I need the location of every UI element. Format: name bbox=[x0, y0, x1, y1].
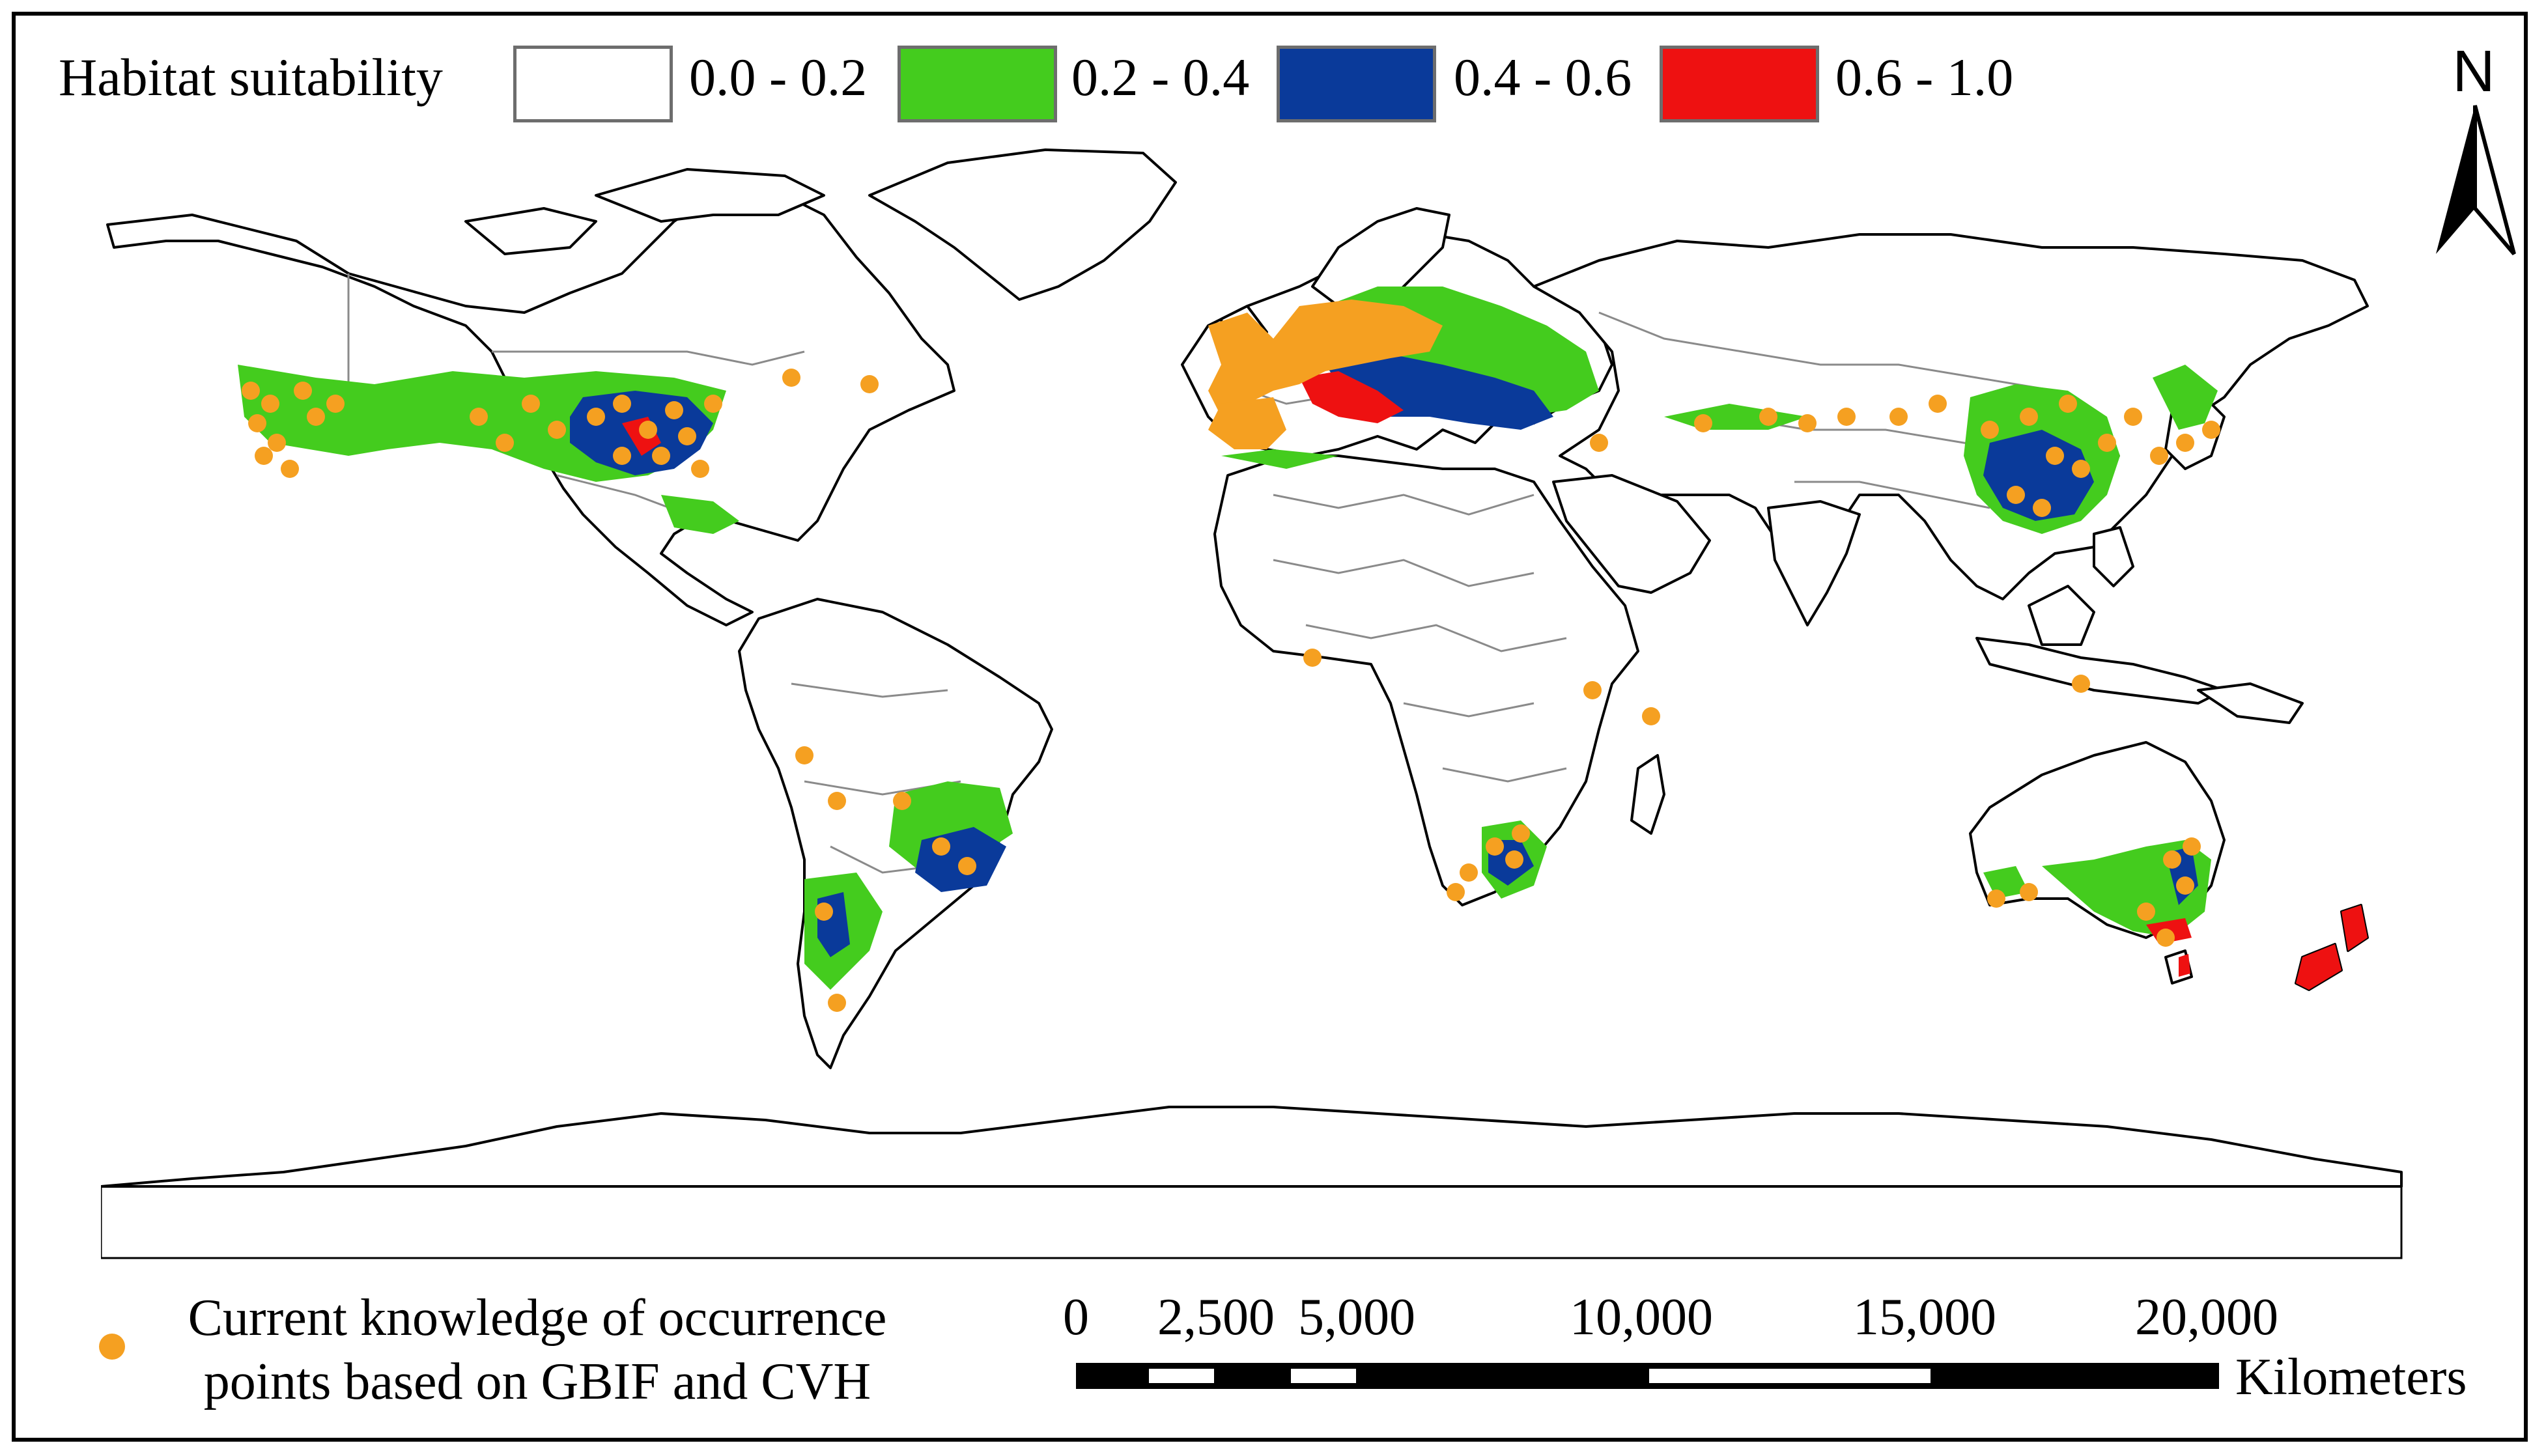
legend-label-class-1: 0.0 - 0.2 bbox=[689, 48, 868, 107]
arabia-landmass bbox=[1552, 474, 1711, 594]
legend-label-class-4: 0.6 - 1.0 bbox=[1835, 48, 2014, 107]
scale-tick-5000: 5,000 bbox=[1298, 1289, 1415, 1346]
indonesia-islands bbox=[1975, 637, 2226, 705]
india-landmass bbox=[1767, 500, 1861, 626]
scale-tick-2500: 2,500 bbox=[1157, 1289, 1275, 1346]
legend-swatch-class-3 bbox=[1277, 46, 1436, 122]
philippines-islands bbox=[2093, 526, 2134, 587]
map-frame bbox=[12, 12, 2528, 1442]
occurrence-points bbox=[242, 300, 2220, 1012]
new-guinea-landmass bbox=[2197, 682, 2304, 724]
madagascar-landmass bbox=[1630, 754, 1665, 835]
north-label: N bbox=[2453, 46, 2495, 104]
occurrence-legend-dot bbox=[99, 1334, 125, 1360]
land-masses bbox=[101, 148, 2403, 1188]
legend-label-class-2: 0.2 - 0.4 bbox=[1071, 48, 1250, 107]
north-arrow-icon: N bbox=[2436, 46, 2516, 255]
country-borders bbox=[347, 273, 2120, 874]
occurrence-legend-text: Current knowledge of occurrence points b… bbox=[130, 1286, 944, 1414]
legend-swatch-class-1 bbox=[513, 46, 673, 122]
scale-tick-0: 0 bbox=[1063, 1289, 1089, 1346]
greenland-landmass bbox=[868, 148, 1177, 301]
legend-swatch-class-4 bbox=[1660, 46, 1819, 122]
arctic-islands bbox=[595, 168, 825, 223]
legend-label-class-3: 0.4 - 0.6 bbox=[1454, 48, 1632, 107]
scale-tick-20000: 20,000 bbox=[2135, 1289, 2278, 1346]
legend-title: Habitat suitability bbox=[59, 48, 443, 107]
scale-unit: Kilometers bbox=[2235, 1349, 2467, 1406]
occurrence-legend-line-1: Current knowledge of occurrence bbox=[188, 1289, 887, 1347]
map-bottom-band bbox=[101, 1185, 2403, 1259]
world-map bbox=[101, 148, 2403, 1259]
scale-tick-10000: 10,000 bbox=[1570, 1289, 1713, 1346]
arctic-islands-2 bbox=[464, 207, 597, 255]
legend-swatch-class-2 bbox=[898, 46, 1057, 122]
scale-bar bbox=[1076, 1363, 2219, 1389]
borneo-landmass bbox=[2028, 585, 2095, 646]
scale-tick-15000: 15,000 bbox=[1853, 1289, 1996, 1346]
occurrence-legend-line-2: points based on GBIF and CVH bbox=[203, 1353, 871, 1410]
antarctica-landmass bbox=[101, 1106, 2403, 1188]
